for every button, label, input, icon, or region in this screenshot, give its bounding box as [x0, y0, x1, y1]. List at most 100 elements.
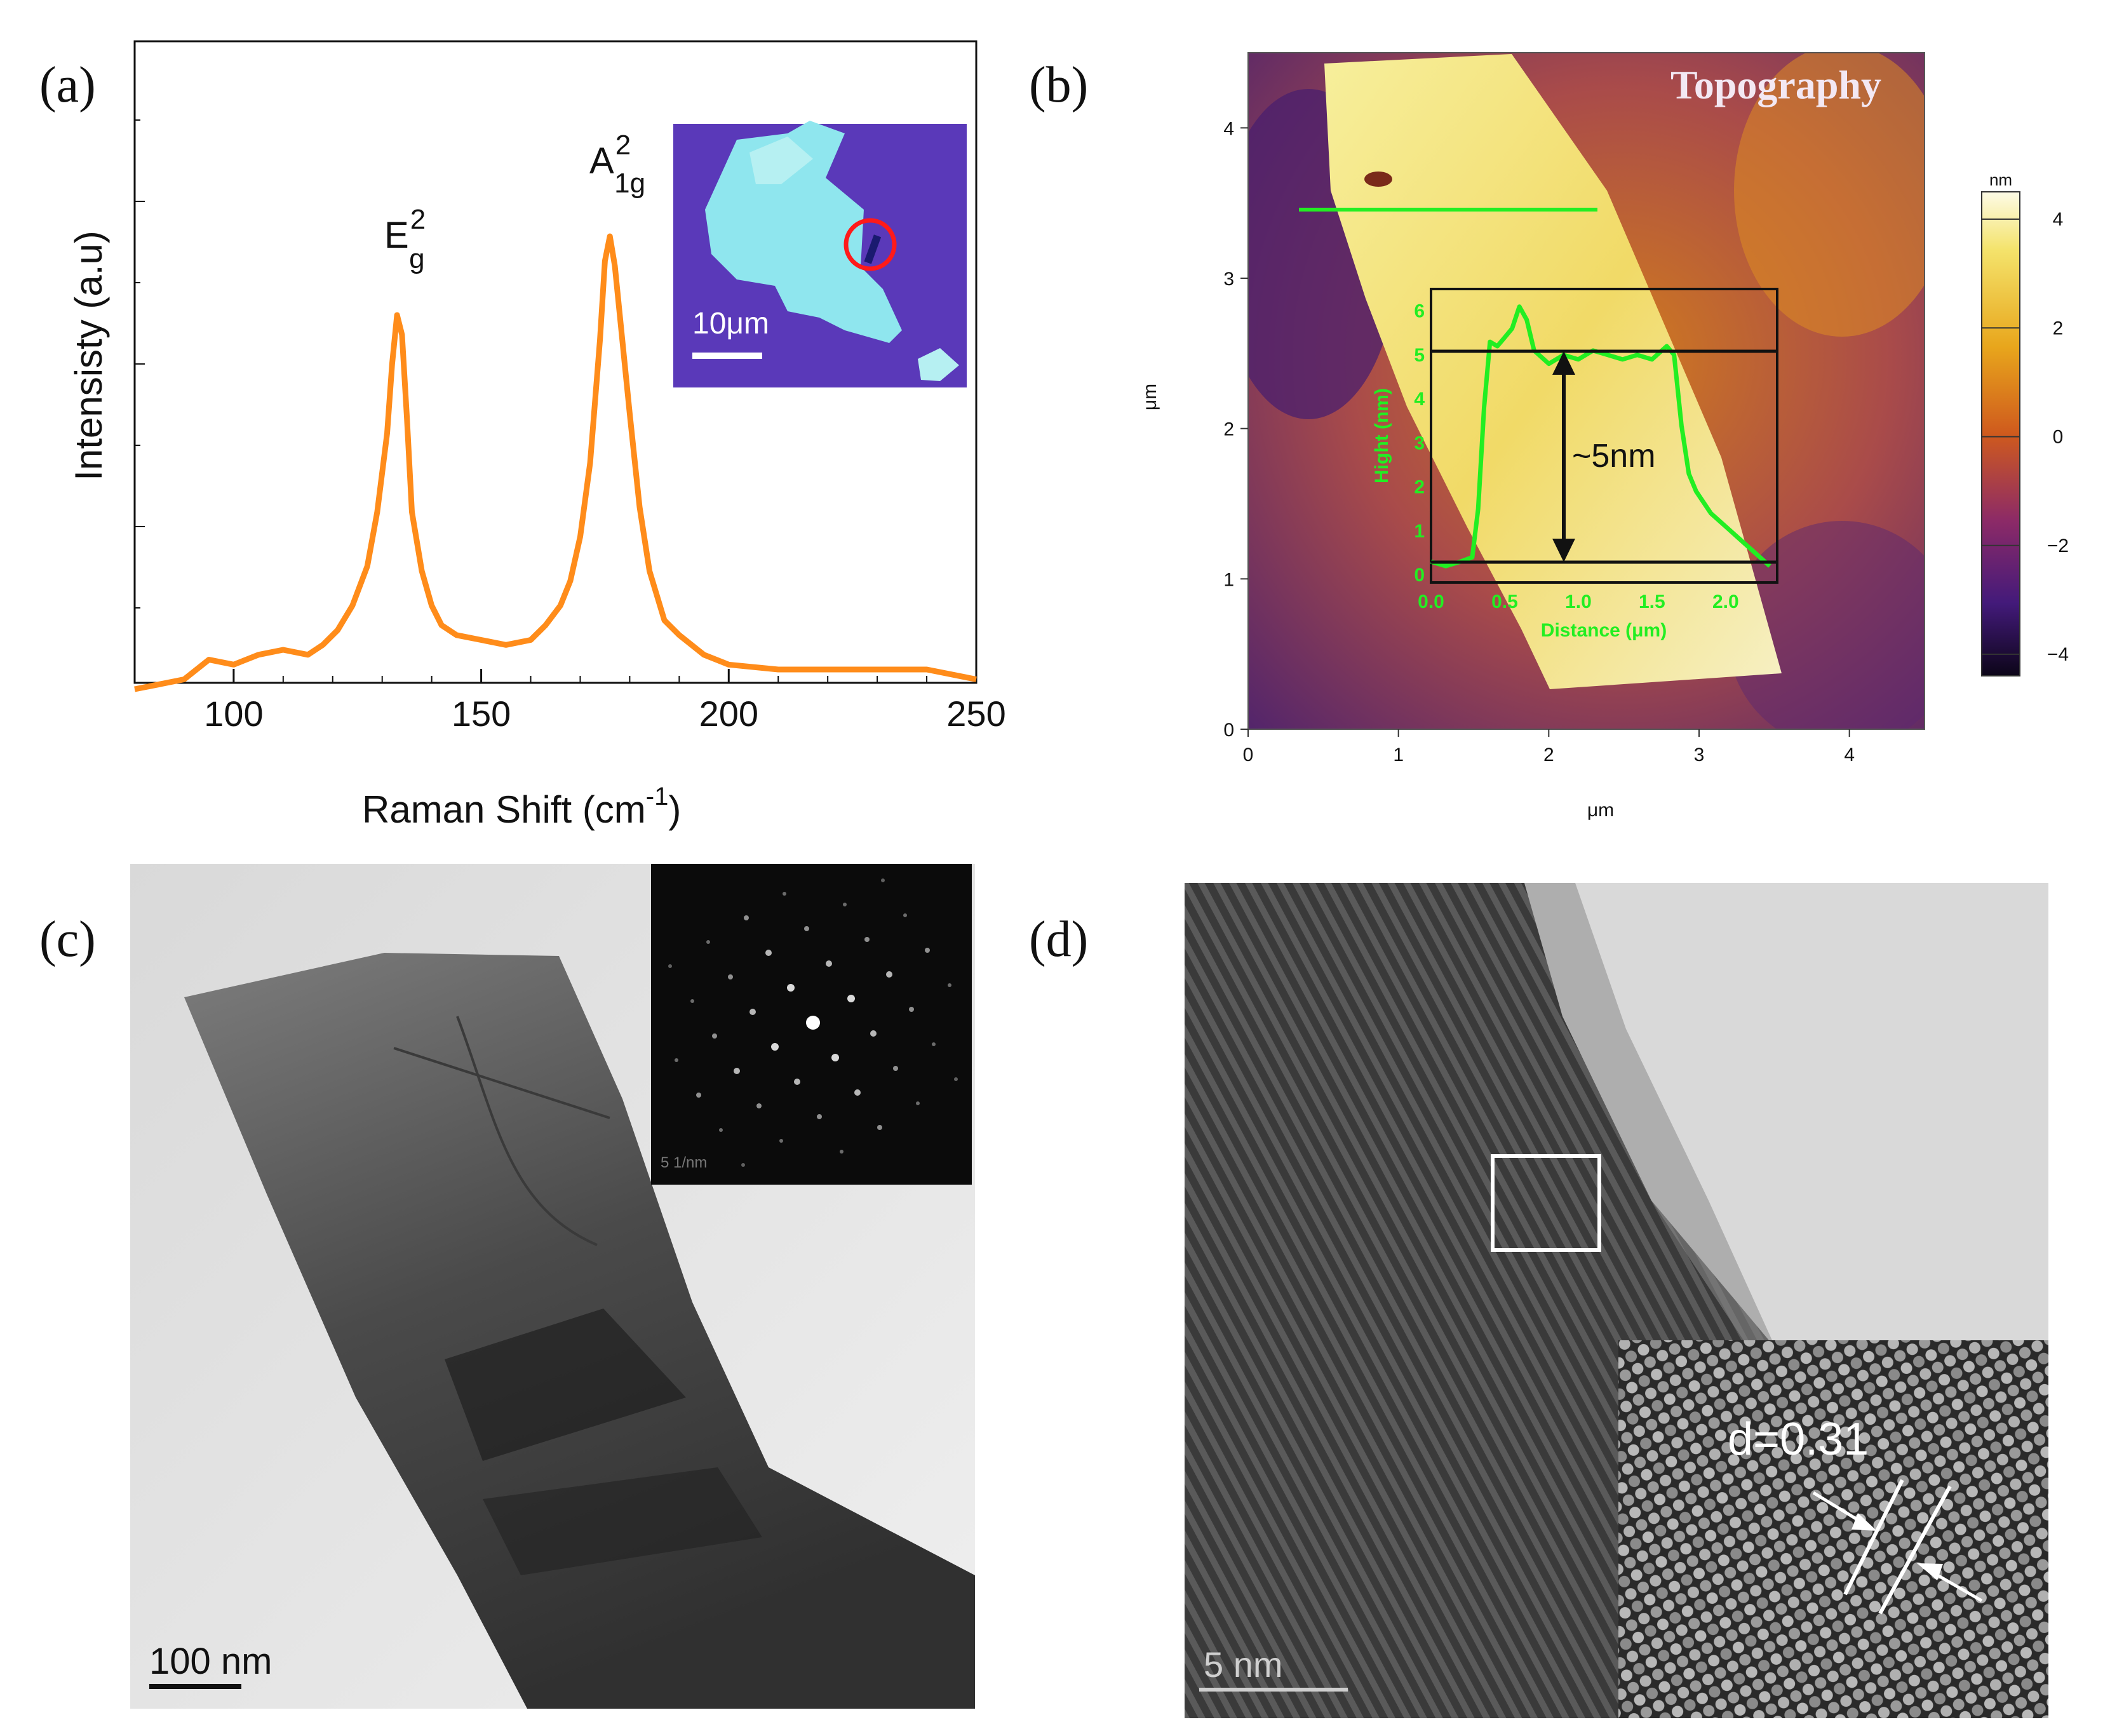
diffraction-spot	[749, 1009, 756, 1015]
diffraction-spot	[741, 1163, 745, 1167]
diffraction-spot	[843, 903, 847, 906]
step-height-label: ~5nm	[1572, 438, 1656, 474]
diffraction-spot	[712, 1033, 717, 1039]
saed-scale-label: 5 1/nm	[661, 1154, 707, 1171]
afm-y-tick-label: 0	[1223, 720, 1234, 741]
panel-d: (d) d=0.31 5 nm	[1029, 883, 2048, 1718]
afm-x-tick-label: 3	[1694, 744, 1705, 765]
tem-crease	[393, 1047, 610, 1119]
peak-eg-label: E2 g	[384, 204, 426, 274]
diffraction-spot	[744, 915, 749, 920]
diffraction-spot	[831, 1054, 839, 1061]
diffraction-spot	[864, 937, 870, 942]
zoom-inset-image	[1618, 1340, 2048, 1718]
profile-y-tick-label: 2	[1414, 477, 1425, 498]
tem-scale-bar-label: 100 nm	[149, 1641, 272, 1682]
selected-region-box	[1491, 1154, 1601, 1252]
tem-dark-band	[445, 1309, 686, 1461]
raman-spectrum-line	[134, 233, 977, 692]
hrtem-image	[1185, 883, 2048, 1718]
inset-scale-bar-label: 10μm	[692, 307, 769, 340]
colorbar-tick-label: 2	[2053, 318, 2064, 339]
tem-dark-band-2	[483, 1467, 762, 1575]
diffraction-spot	[728, 974, 733, 979]
panel-c: (c) 5 1/nm 100 nm	[39, 864, 975, 1709]
diffraction-spot	[771, 1043, 779, 1051]
hrtem-scale-bar-label: 5 nm	[1204, 1645, 1283, 1685]
afm-axis-ticks: 0 1 2 3 4 0 1 2 3 4	[1223, 118, 1855, 765]
afm-x-unit: μm	[1587, 800, 1614, 821]
diffraction-spot	[932, 1042, 936, 1046]
afm-y-tick-label: 2	[1223, 419, 1234, 440]
tem-crease-2	[456, 1016, 598, 1246]
afm-title: Topography	[1670, 62, 1881, 107]
raman-x-tick-label: 200	[699, 694, 758, 734]
afm-y-tick-label: 4	[1223, 118, 1234, 139]
afm-frame	[1247, 52, 1925, 730]
diffraction-spot	[756, 1103, 762, 1108]
afm-image	[1248, 53, 1925, 729]
d-arrow-right-head	[1917, 1563, 1943, 1580]
afm-y-unit: μm	[1139, 384, 1160, 410]
raman-y-ticks	[135, 119, 145, 690]
colorbar-tick-label: −4	[2047, 644, 2069, 665]
raman-x-ticks: 100 150 200 250	[204, 669, 1006, 734]
diffraction-spot	[948, 983, 951, 987]
tem-image	[130, 864, 975, 1709]
diffraction-spot	[903, 913, 907, 917]
colorbar-tick-label: −2	[2047, 535, 2069, 556]
afm-pit	[1364, 172, 1392, 187]
diffraction-spot	[668, 964, 672, 968]
profile-ticks: 0.0 0.5 1.0 1.5 2.0 0 1 2 3 4 5 6	[1414, 301, 1738, 612]
diffraction-spot	[719, 1128, 723, 1132]
diffraction-spot	[840, 1150, 843, 1154]
diffraction-spot	[881, 878, 885, 882]
raman-x-axis-label: Raman Shift (cm-1)	[362, 783, 681, 831]
step-arrow-head-down	[1552, 539, 1575, 562]
afm-colorbar: nm 4 2 0 −2 −4	[1981, 170, 2069, 676]
profile-line	[1430, 304, 1771, 569]
diffraction-spot	[765, 950, 772, 956]
raman-plot-frame	[133, 40, 978, 684]
profile-y-tick-label: 4	[1414, 389, 1425, 410]
panel-a-label: (a)	[39, 57, 96, 113]
profile-x-tick-label: 0.5	[1491, 591, 1518, 612]
panel-c-label: (c)	[39, 912, 96, 967]
raman-y-axis-label: Intensisty (a.u)	[67, 231, 110, 481]
raman-x-tick-label: 100	[204, 694, 263, 734]
target-flake	[864, 234, 882, 264]
profile-x-tick-label: 1.0	[1565, 591, 1592, 612]
diffraction-spot	[954, 1077, 958, 1081]
profile-y-tick-label: 0	[1414, 565, 1425, 586]
afm-y-tick-label: 1	[1223, 569, 1234, 590]
raman-x-tick-label: 250	[946, 694, 1005, 734]
diffraction-spot	[877, 1125, 882, 1130]
diffraction-spot	[779, 1139, 783, 1143]
d-arrow-left-head	[1852, 1513, 1877, 1531]
profile-y-label: Hight (nm)	[1371, 388, 1392, 483]
diffraction-spot	[675, 1058, 678, 1062]
red-circle-marker	[843, 218, 897, 271]
diffraction-spot	[804, 926, 809, 931]
panel-b: (b) Topography 0 1 2 3 4 0 1 2 3 4 μm μm 0.0 0.5 1.…	[1029, 52, 2069, 821]
diffraction-spot	[690, 999, 694, 1003]
afm-x-tick-label: 2	[1543, 744, 1554, 765]
profile-x-tick-label: 1.5	[1639, 591, 1665, 612]
optical-micrograph-inset: 10μm	[673, 121, 967, 387]
profile-x-tick-label: 2.0	[1712, 591, 1739, 612]
colorbar-gradient	[1981, 191, 2020, 676]
profile-x-tick-label: 0.0	[1418, 591, 1444, 612]
diffraction-spot	[854, 1089, 861, 1096]
raman-x-tick-label: 150	[452, 694, 511, 734]
diffraction-spot	[886, 971, 892, 978]
diffraction-spot	[826, 960, 832, 967]
colorbar-tick-label: 4	[2053, 209, 2064, 230]
saed-spots	[668, 878, 958, 1167]
diffraction-spot	[787, 984, 795, 992]
afm-y-tick-label: 3	[1223, 269, 1234, 290]
step-arrow-head-up	[1552, 351, 1575, 375]
diffraction-spot	[734, 1068, 740, 1074]
colorbar-unit: nm	[1989, 170, 2012, 189]
afm-x-tick-label: 1	[1393, 744, 1404, 765]
